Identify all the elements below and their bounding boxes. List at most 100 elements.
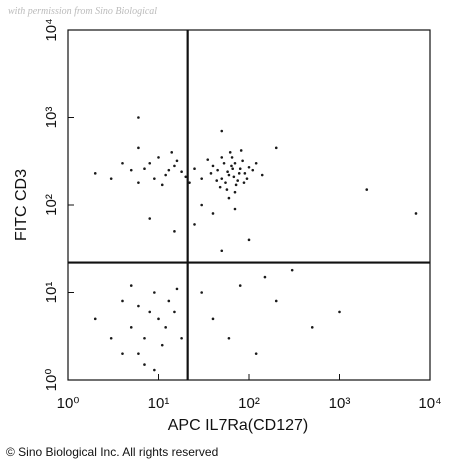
event-dot [224,181,227,184]
event-dot [188,181,191,184]
event-dot [93,172,97,175]
footer: © Sino Biological Inc. All rights reserv… [6,445,218,459]
event-dot [153,177,156,180]
event-dot [263,275,267,279]
event-dot [211,212,215,215]
event-dot [153,291,156,294]
event-dot [232,175,236,179]
event-dot [143,336,146,340]
event-dot [211,317,215,321]
event-dot [143,363,146,366]
event-dot [180,170,183,174]
event-dot [274,146,278,150]
x-tick-label: 10⁴ [418,395,441,412]
event-dot [173,230,176,233]
event-dot [218,185,222,189]
event-dot [220,249,224,253]
event-dot [227,173,231,177]
event-dot [310,326,314,329]
event-dot [157,317,160,321]
event-dot [180,336,183,340]
event-dot [231,167,234,170]
event-dot [211,164,215,168]
event-dot [148,161,152,165]
event-dot [227,196,231,200]
x-tick-label: 10² [238,395,260,412]
y-axis-label: FITC CD3 [13,169,30,241]
event-dot [247,238,251,242]
x-tick-label: 10⁰ [57,395,80,412]
event-dot [143,167,146,170]
event-dot [338,310,341,314]
event-dot [254,161,258,165]
event-dot [153,368,156,372]
event-dot [233,161,237,165]
event-dot [227,336,231,340]
y-tick-label: 10⁰ [43,369,60,392]
event-dot [245,177,249,180]
event-dot [109,177,113,180]
event-dot [234,183,238,187]
event-dot [230,156,234,159]
event-dot [236,179,239,182]
event-dot [129,326,133,329]
event-dot [237,172,241,175]
event-dot [222,161,226,165]
event-dot [239,149,243,152]
x-tick-label: 10³ [329,395,351,412]
event-dot [260,173,264,177]
event-dot [365,188,369,191]
event-dot [121,161,124,165]
event-dot [175,287,179,291]
event-dot [209,172,213,175]
x-axis-label: APC IL7Ra(CD127) [168,417,309,434]
event-dot [220,177,224,180]
event-dot [148,217,152,220]
event-dot [233,207,237,211]
event-dot [247,165,251,169]
watermark: with permission from Sino Biological [8,6,157,17]
event-dot [137,181,140,184]
event-dot [206,158,210,161]
event-dot [157,156,160,159]
event-dot [193,223,196,226]
event-dot [254,352,258,355]
event-dot [220,156,224,159]
event-dot [170,151,174,154]
event-dot [175,159,179,163]
event-dot [215,179,219,182]
event-dot [137,304,140,308]
event-dot [109,336,113,340]
event-dot [164,326,167,329]
event-dot [184,175,188,179]
event-dot [167,299,171,303]
event-dot [243,172,247,175]
y-tick-label: 10² [43,194,60,216]
event-dot [230,164,233,168]
event-dot [129,284,133,287]
event-dot [233,190,237,194]
event-dot [173,310,176,314]
event-dot [251,168,255,172]
event-dot [226,170,229,174]
event-dot [173,164,176,168]
event-dot [200,291,203,294]
event-dot [274,299,278,303]
y-tick-label: 10³ [43,107,60,129]
event-dot [242,181,246,184]
event-dot [148,310,152,314]
event-dot [216,168,219,172]
x-tick-label: 10¹ [148,395,170,412]
event-dot [164,173,167,177]
event-dot [93,317,97,321]
event-dot [137,352,140,355]
plot-frame [67,29,431,381]
event-dot [193,167,196,170]
event-dot [121,299,124,303]
event-dot [238,284,242,287]
event-dot [129,168,133,172]
event-dot [200,177,203,180]
y-tick-label: 10⁴ [43,18,60,41]
